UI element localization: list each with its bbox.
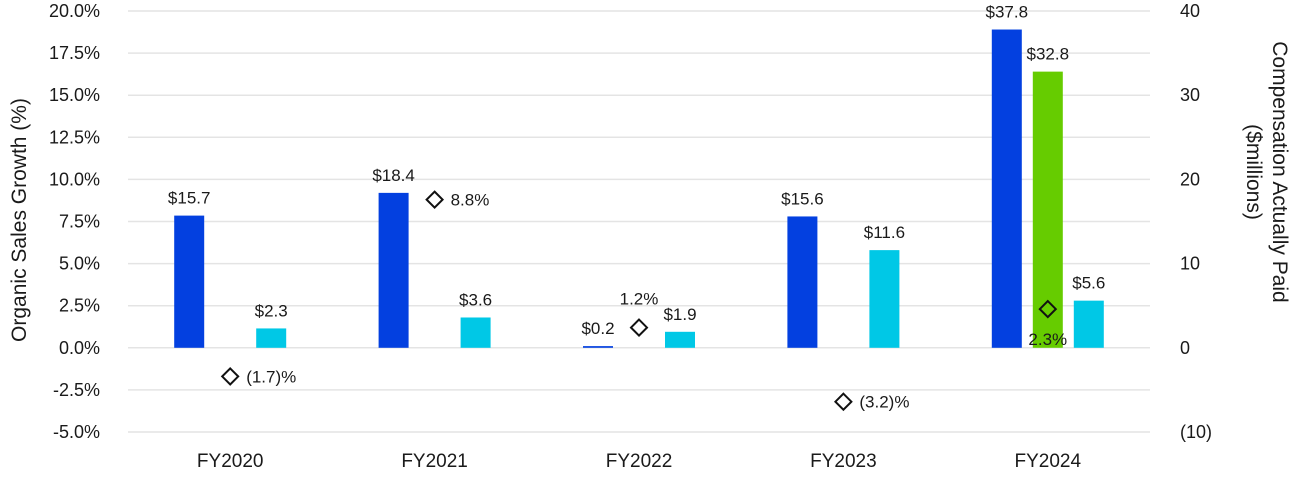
category-label: FY2020 [197, 451, 264, 472]
bar-average-compensation-actually-paid-non-peo-neos- [1073, 300, 1104, 348]
bar-compensation-actually-paid-peo-2- [1032, 71, 1063, 348]
left-tick-label: 17.5% [49, 43, 100, 63]
growth-value-label: 8.8% [451, 191, 490, 210]
left-tick-label: -5.0% [53, 422, 100, 442]
bar-compensation-actually-paid-peo-1- [787, 216, 818, 348]
bar-value-label: $32.8 [1027, 45, 1070, 64]
left-tick-label: 20.0% [49, 1, 100, 21]
growth-diamond-marker [220, 367, 240, 386]
category-label: FY2023 [810, 451, 877, 472]
bar-average-compensation-actually-paid-non-peo-neos- [869, 250, 900, 348]
growth-value-label: (1.7)% [246, 367, 296, 386]
left-tick-label: 10.0% [49, 169, 100, 189]
category-label: FY2021 [401, 451, 468, 472]
bar-compensation-actually-paid-peo-1- [583, 346, 613, 348]
gridlines [128, 10, 1150, 433]
left-tick-label: 2.5% [59, 296, 100, 316]
left-tick-label: 5.0% [59, 254, 100, 274]
growth-diamond-marker [833, 392, 853, 412]
growth-markers: (1.7)% 8.8% 1.2% (3.2)% 2.3% [220, 190, 1067, 412]
right-axis-title: Compensation Actually Paid ($millions) [1242, 41, 1291, 303]
bar-average-compensation-actually-paid-non-peo-neos- [256, 328, 287, 348]
left-axis-title: Organic Sales Growth (%) [8, 98, 31, 342]
bar-average-compensation-actually-paid-non-peo-neos- [665, 331, 695, 348]
growth-value-label: 2.3% [1028, 330, 1067, 349]
bar-compensation-actually-paid-peo-1- [174, 215, 205, 348]
growth-diamond-marker [1038, 299, 1058, 319]
growth-diamond-marker [425, 190, 445, 210]
bar-value-label: $5.6 [1072, 274, 1105, 293]
bar-value-label: $15.6 [781, 189, 824, 208]
right-axis-ticks: 40 30 20 10 0 (10) [1180, 1, 1212, 442]
bar-value-label: $18.4 [372, 166, 415, 185]
bar-value-label: $15.7 [168, 189, 211, 208]
left-tick-label: -2.5% [53, 380, 100, 400]
left-tick-label: 15.0% [49, 85, 100, 105]
right-tick-label: 10 [1180, 254, 1200, 274]
right-axis-title-line-1: Compensation Actually Paid [1268, 41, 1291, 303]
growth-value-label: 1.2% [620, 290, 659, 309]
category-label: FY2022 [606, 451, 673, 472]
growth-diamond-marker [629, 318, 649, 338]
growth-value-label: (3.2)% [859, 393, 909, 412]
bars [174, 29, 1104, 348]
bar-compensation-actually-paid-peo-1- [378, 192, 409, 348]
bar-value-label: $11.6 [864, 223, 905, 242]
left-axis-ticks: 20.0% 17.5% 15.0% 12.5% 10.0% 7.5% 5.0% 2.5% 0.0… [49, 1, 100, 442]
bar-value-label: $3.6 [459, 290, 492, 309]
category-label: FY2024 [1015, 451, 1082, 472]
right-tick-label: 30 [1180, 85, 1200, 105]
right-tick-label: 40 [1180, 1, 1200, 21]
bar-compensation-actually-paid-peo-1- [991, 29, 1022, 348]
category-axis-labels: FY2020 FY2021 FY2022 FY2023 FY2024 [197, 451, 1082, 472]
right-tick-label: (10) [1180, 422, 1212, 442]
left-tick-label: 0.0% [59, 338, 100, 358]
bar-value-label: $37.8 [986, 3, 1029, 22]
right-axis-title-line-2: ($millions) [1242, 124, 1265, 220]
right-tick-label: 0 [1180, 338, 1190, 358]
bar-value-label: $1.9 [663, 305, 696, 324]
right-tick-label: 20 [1180, 169, 1200, 189]
left-tick-label: 7.5% [59, 212, 100, 232]
left-tick-label: 12.5% [49, 127, 100, 147]
bar-data-labels: $15.7 $2.3 $18.4 $3.6 $0.2 $1.9 $15.6 $11.6 $37.… [168, 3, 1105, 339]
bar-value-label: $0.2 [581, 319, 614, 338]
bar-average-compensation-actually-paid-non-peo-neos- [460, 317, 491, 348]
bar-value-label: $2.3 [255, 301, 288, 320]
